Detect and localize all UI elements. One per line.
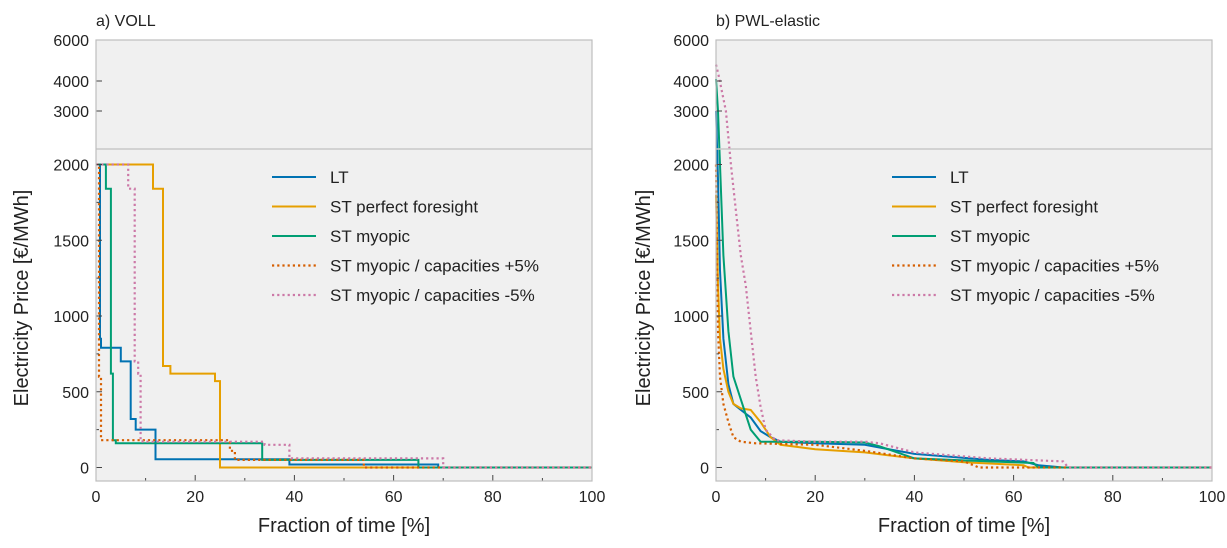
legend-label-st-myopic-b: ST myopic: [950, 227, 1030, 246]
plot-background-a: [96, 40, 592, 481]
legend-b: LT ST perfect foresight ST myopic ST myopic…: [892, 168, 1159, 305]
plot-frame-a: [95, 39, 593, 482]
legend-label-st-myopic-capacities-5-b: ST myopic / capacities -5%: [950, 286, 1155, 305]
y-tick-label-4000-a: 4000: [53, 74, 89, 91]
x-tick-label-100-b: 100: [1199, 489, 1226, 506]
panel-title-a: a) VOLL: [96, 13, 156, 30]
x-axis-label-a: Fraction of time [%]: [258, 515, 430, 537]
series-line-lt-a: [96, 163, 592, 469]
legend-label-st-myopic-capacities-5-a: ST myopic / capacities -5%: [330, 286, 535, 305]
x-tick-label-40-b: 40: [906, 489, 924, 506]
series-line-st-myopic-capacities-5-b: [714, 64, 1212, 469]
y-tick-label-1000-a: 1000: [53, 309, 89, 326]
legend-label-st-myopic-capacities-5-b: ST myopic / capacities +5%: [950, 257, 1159, 276]
legend-label-lt-b: LT: [950, 168, 969, 187]
legend-label-st-myopic-capacities-5-a: ST myopic / capacities +5%: [330, 257, 539, 276]
x-axis-label-b: Fraction of time [%]: [878, 515, 1050, 537]
x-tick-label-20-b: 20: [806, 489, 824, 506]
y-tick-label-3000-a: 3000: [53, 104, 89, 121]
y-tick-label-3000-b: 3000: [673, 104, 709, 121]
plot-frame-b: [715, 39, 1213, 482]
y-tick-label-1000-b: 1000: [673, 309, 709, 326]
x-tick-label-0-a: 0: [92, 489, 101, 506]
series-layer-a: [96, 163, 592, 469]
x-tick-label-20-a: 20: [186, 489, 204, 506]
panel-b: b) PWL-elastic Fraction of time [%] Elec…: [633, 13, 1225, 537]
x-tick-label-80-b: 80: [1104, 489, 1122, 506]
y-tick-label-1500-a: 1500: [53, 233, 89, 250]
legend-label-lt-a: LT: [330, 168, 349, 187]
x-tick-label-0-b: 0: [712, 489, 721, 506]
panel-title-b: b) PWL-elastic: [716, 13, 820, 30]
y-tick-label-6000-a: 6000: [53, 33, 89, 50]
series-line-st-myopic-a: [96, 163, 592, 469]
series-line-st-perfect-foresight-a: [96, 163, 592, 469]
x-tick-label-100-a: 100: [579, 489, 606, 506]
plot-background-b: [716, 40, 1212, 481]
x-tick-label-40-a: 40: [286, 489, 304, 506]
legend-label-st-perfect-foresight-b: ST perfect foresight: [950, 198, 1098, 217]
y-tick-label-1500-b: 1500: [673, 233, 709, 250]
panel-a: a) VOLL Fraction of time [%] Electricity…: [11, 13, 605, 537]
series-line-st-perfect-foresight-b: [715, 194, 1212, 469]
y-tick-label-4000-b: 4000: [673, 74, 709, 91]
x-tick-label-60-b: 60: [1005, 489, 1023, 506]
legend-a: LT ST perfect foresight ST myopic ST myopic…: [272, 168, 539, 305]
series-line-st-myopic-capacities-5-a: [96, 163, 592, 469]
y-axis-label-b: Electricity Price [€/MWh]: [633, 190, 655, 407]
series-line-st-myopic-capacities-5-b: [714, 164, 1212, 469]
y-tick-label-2000-a: 2000: [53, 158, 89, 175]
series-line-st-myopic-b: [715, 78, 1212, 469]
y-tick-label-500-b: 500: [682, 385, 709, 402]
y-tick-label-2000-b: 2000: [673, 158, 709, 175]
x-tick-label-80-a: 80: [484, 489, 502, 506]
y-tick-label-500-a: 500: [62, 385, 89, 402]
y-axis-label-a: Electricity Price [€/MWh]: [11, 190, 33, 407]
legend-label-st-perfect-foresight-a: ST perfect foresight: [330, 198, 478, 217]
legend-label-st-myopic-a: ST myopic: [330, 227, 410, 246]
y-tick-label-0-b: 0: [700, 461, 709, 478]
y-tick-label-0-a: 0: [80, 461, 89, 478]
series-layer-b: [714, 64, 1212, 469]
y-tick-label-6000-b: 6000: [673, 33, 709, 50]
x-tick-label-60-a: 60: [385, 489, 403, 506]
